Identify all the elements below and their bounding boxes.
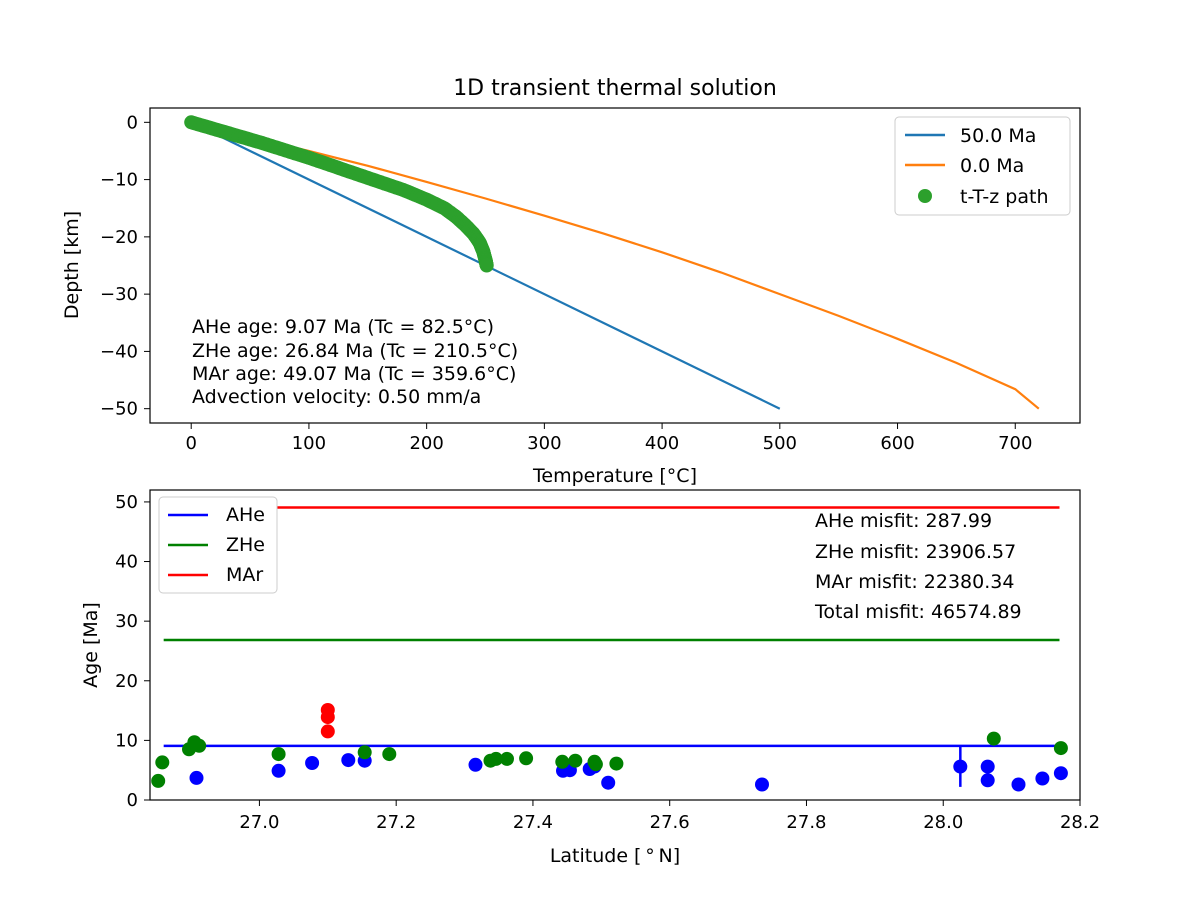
observed-ahe-point bbox=[1035, 771, 1050, 786]
top-x-tick-label: 400 bbox=[645, 433, 679, 454]
bottom-y-axis-label: Age [Ma] bbox=[80, 602, 102, 688]
bottom-x-tick-label: 27.4 bbox=[513, 812, 553, 833]
observed-zhe-point bbox=[568, 753, 583, 768]
mar-misfit-annotation: MAr misfit: 22380.34 bbox=[815, 571, 1014, 593]
legend-swatch-ttz-path bbox=[918, 189, 932, 203]
misfit-annotations: AHe misfit: 287.99 ZHe misfit: 23906.57 … bbox=[814, 510, 1022, 623]
observed-ahe-point bbox=[468, 757, 483, 772]
series-line-0-0-ma bbox=[190, 121, 1040, 410]
top-legend-box bbox=[894, 116, 1071, 216]
bottom-axes-ticks: 27.0 27.2 27.4 27.6 27.8 28.0 28.2 0 10 20 30 40 50 bbox=[115, 492, 1100, 833]
bottom-y-tick-label: 50 bbox=[115, 492, 138, 513]
ttz-path-point bbox=[479, 258, 494, 273]
top-legend: 50.0 Ma 0.0 Ma t-T-z path bbox=[894, 116, 1071, 216]
observed-zhe-point bbox=[151, 773, 166, 788]
observed-ahe-point bbox=[1011, 777, 1026, 792]
ahe-age-annotation: AHe age: 9.07 Ma (Tc = 82.5°C) bbox=[192, 316, 494, 338]
legend-label-ttz-path: t-T-z path bbox=[960, 186, 1049, 208]
bottom-y-tick-label: 0 bbox=[127, 790, 138, 811]
observed-zhe-point bbox=[382, 747, 397, 762]
legend-label-0ma: 0.0 Ma bbox=[960, 155, 1024, 177]
bottom-x-tick-label: 28.2 bbox=[1060, 812, 1100, 833]
observed-ahe-point bbox=[271, 763, 286, 778]
bottom-x-tick-label: 28.0 bbox=[923, 812, 963, 833]
top-axes-ticks: 0 100 200 300 400 500 600 700 0 −10 −20 −30 −40 −50 bbox=[100, 112, 1032, 454]
top-x-tick-label: 0 bbox=[185, 433, 196, 454]
legend-label-zhe: ZHe bbox=[226, 534, 265, 556]
observed-zhe-point bbox=[986, 731, 1001, 746]
observed-zhe-point bbox=[500, 751, 514, 766]
observed-zhe-point bbox=[609, 756, 624, 771]
bottom-x-axis-label: Latitude [ ° N] bbox=[550, 845, 680, 867]
bottom-x-tick-label: 27.2 bbox=[376, 812, 416, 833]
ahe-misfit-annotation: AHe misfit: 287.99 bbox=[815, 510, 992, 532]
observed-zhe-point bbox=[588, 757, 603, 772]
top-y-tick-label: −40 bbox=[100, 341, 138, 362]
bottom-plot-series bbox=[151, 506, 1068, 792]
observed-zhe-point bbox=[519, 751, 534, 766]
top-x-tick-label: 200 bbox=[409, 433, 443, 454]
legend-label-ahe: AHe bbox=[226, 504, 265, 526]
observed-zhe-point bbox=[155, 755, 170, 770]
bottom-legend-box bbox=[158, 496, 278, 594]
observed-ahe-point bbox=[980, 773, 995, 788]
observed-zhe-point bbox=[357, 745, 372, 760]
bottom-axes-frame bbox=[149, 489, 1081, 801]
top-x-tick-label: 500 bbox=[763, 433, 797, 454]
observed-zhe-point bbox=[271, 747, 286, 762]
age-misfit-panel: 27.0 27.2 27.4 27.6 27.8 28.0 28.201020304050 … bbox=[80, 489, 1100, 867]
bottom-x-tick-label: 27.6 bbox=[650, 812, 690, 833]
observed-zhe-point bbox=[1053, 741, 1068, 756]
observed-ahe-point bbox=[980, 759, 995, 774]
thermal-solution-panel: 1D transient thermal solution 0 100 200 300… bbox=[61, 76, 1081, 487]
bottom-y-tick-label: 30 bbox=[115, 611, 138, 632]
top-y-tick-label: −30 bbox=[100, 284, 138, 305]
zhe-misfit-annotation: ZHe misfit: 23906.57 bbox=[815, 541, 1016, 563]
observed-ahe-point bbox=[305, 756, 320, 770]
top-axes-frame bbox=[149, 107, 1081, 424]
top-x-tick-label: 600 bbox=[880, 433, 914, 454]
observed-ahe-point bbox=[755, 777, 769, 792]
top-x-tick-label: 300 bbox=[527, 433, 561, 454]
chart-title: 1D transient thermal solution bbox=[453, 76, 777, 101]
bottom-x-tick-label: 27.8 bbox=[786, 812, 826, 833]
top-y-tick-label: −20 bbox=[100, 227, 138, 248]
legend-label-50ma: 50.0 Ma bbox=[960, 125, 1036, 147]
observed-ahe-point bbox=[189, 770, 204, 785]
bottom-y-tick-label: 10 bbox=[115, 730, 138, 751]
observed-zhe-point bbox=[489, 751, 503, 766]
top-x-tick-label: 700 bbox=[998, 433, 1032, 454]
top-y-tick-label: 0 bbox=[127, 112, 138, 133]
observed-ahe-point bbox=[601, 775, 616, 790]
observed-zhe-point bbox=[192, 738, 207, 753]
top-y-tick-label: −10 bbox=[100, 170, 138, 191]
top-annotations: AHe age: 9.07 Ma (Tc = 82.5°C) ZHe age: … bbox=[192, 316, 518, 408]
top-y-axis-label: Depth [km] bbox=[61, 211, 83, 319]
top-x-axis-label: Temperature [°C] bbox=[532, 465, 697, 487]
observed-zhe-point bbox=[555, 754, 570, 769]
observed-mar-point bbox=[320, 724, 335, 739]
advection-velocity-annotation: Advection velocity: 0.50 mm/a bbox=[192, 386, 481, 408]
mar-age-annotation: MAr age: 49.07 Ma (Tc = 359.6°C) bbox=[192, 363, 516, 385]
observed-ahe-point bbox=[1053, 766, 1068, 781]
top-plot-series bbox=[184, 115, 1040, 410]
observed-mar-point bbox=[320, 710, 335, 725]
zhe-age-annotation: ZHe age: 26.84 Ma (Tc = 210.5°C) bbox=[192, 340, 518, 362]
top-y-tick-label: −50 bbox=[100, 399, 138, 420]
legend-label-mar: MAr bbox=[226, 564, 263, 586]
top-x-tick-label: 100 bbox=[292, 433, 326, 454]
total-misfit-annotation: Total misfit: 46574.89 bbox=[814, 601, 1022, 623]
bottom-x-tick-label: 27.0 bbox=[239, 812, 279, 833]
bottom-legend: AHe ZHe MAr bbox=[158, 496, 278, 594]
observed-ahe-point bbox=[341, 753, 356, 768]
observed-ahe-point bbox=[953, 759, 968, 774]
bottom-y-tick-label: 20 bbox=[115, 671, 138, 692]
bottom-y-tick-label: 40 bbox=[115, 552, 138, 573]
